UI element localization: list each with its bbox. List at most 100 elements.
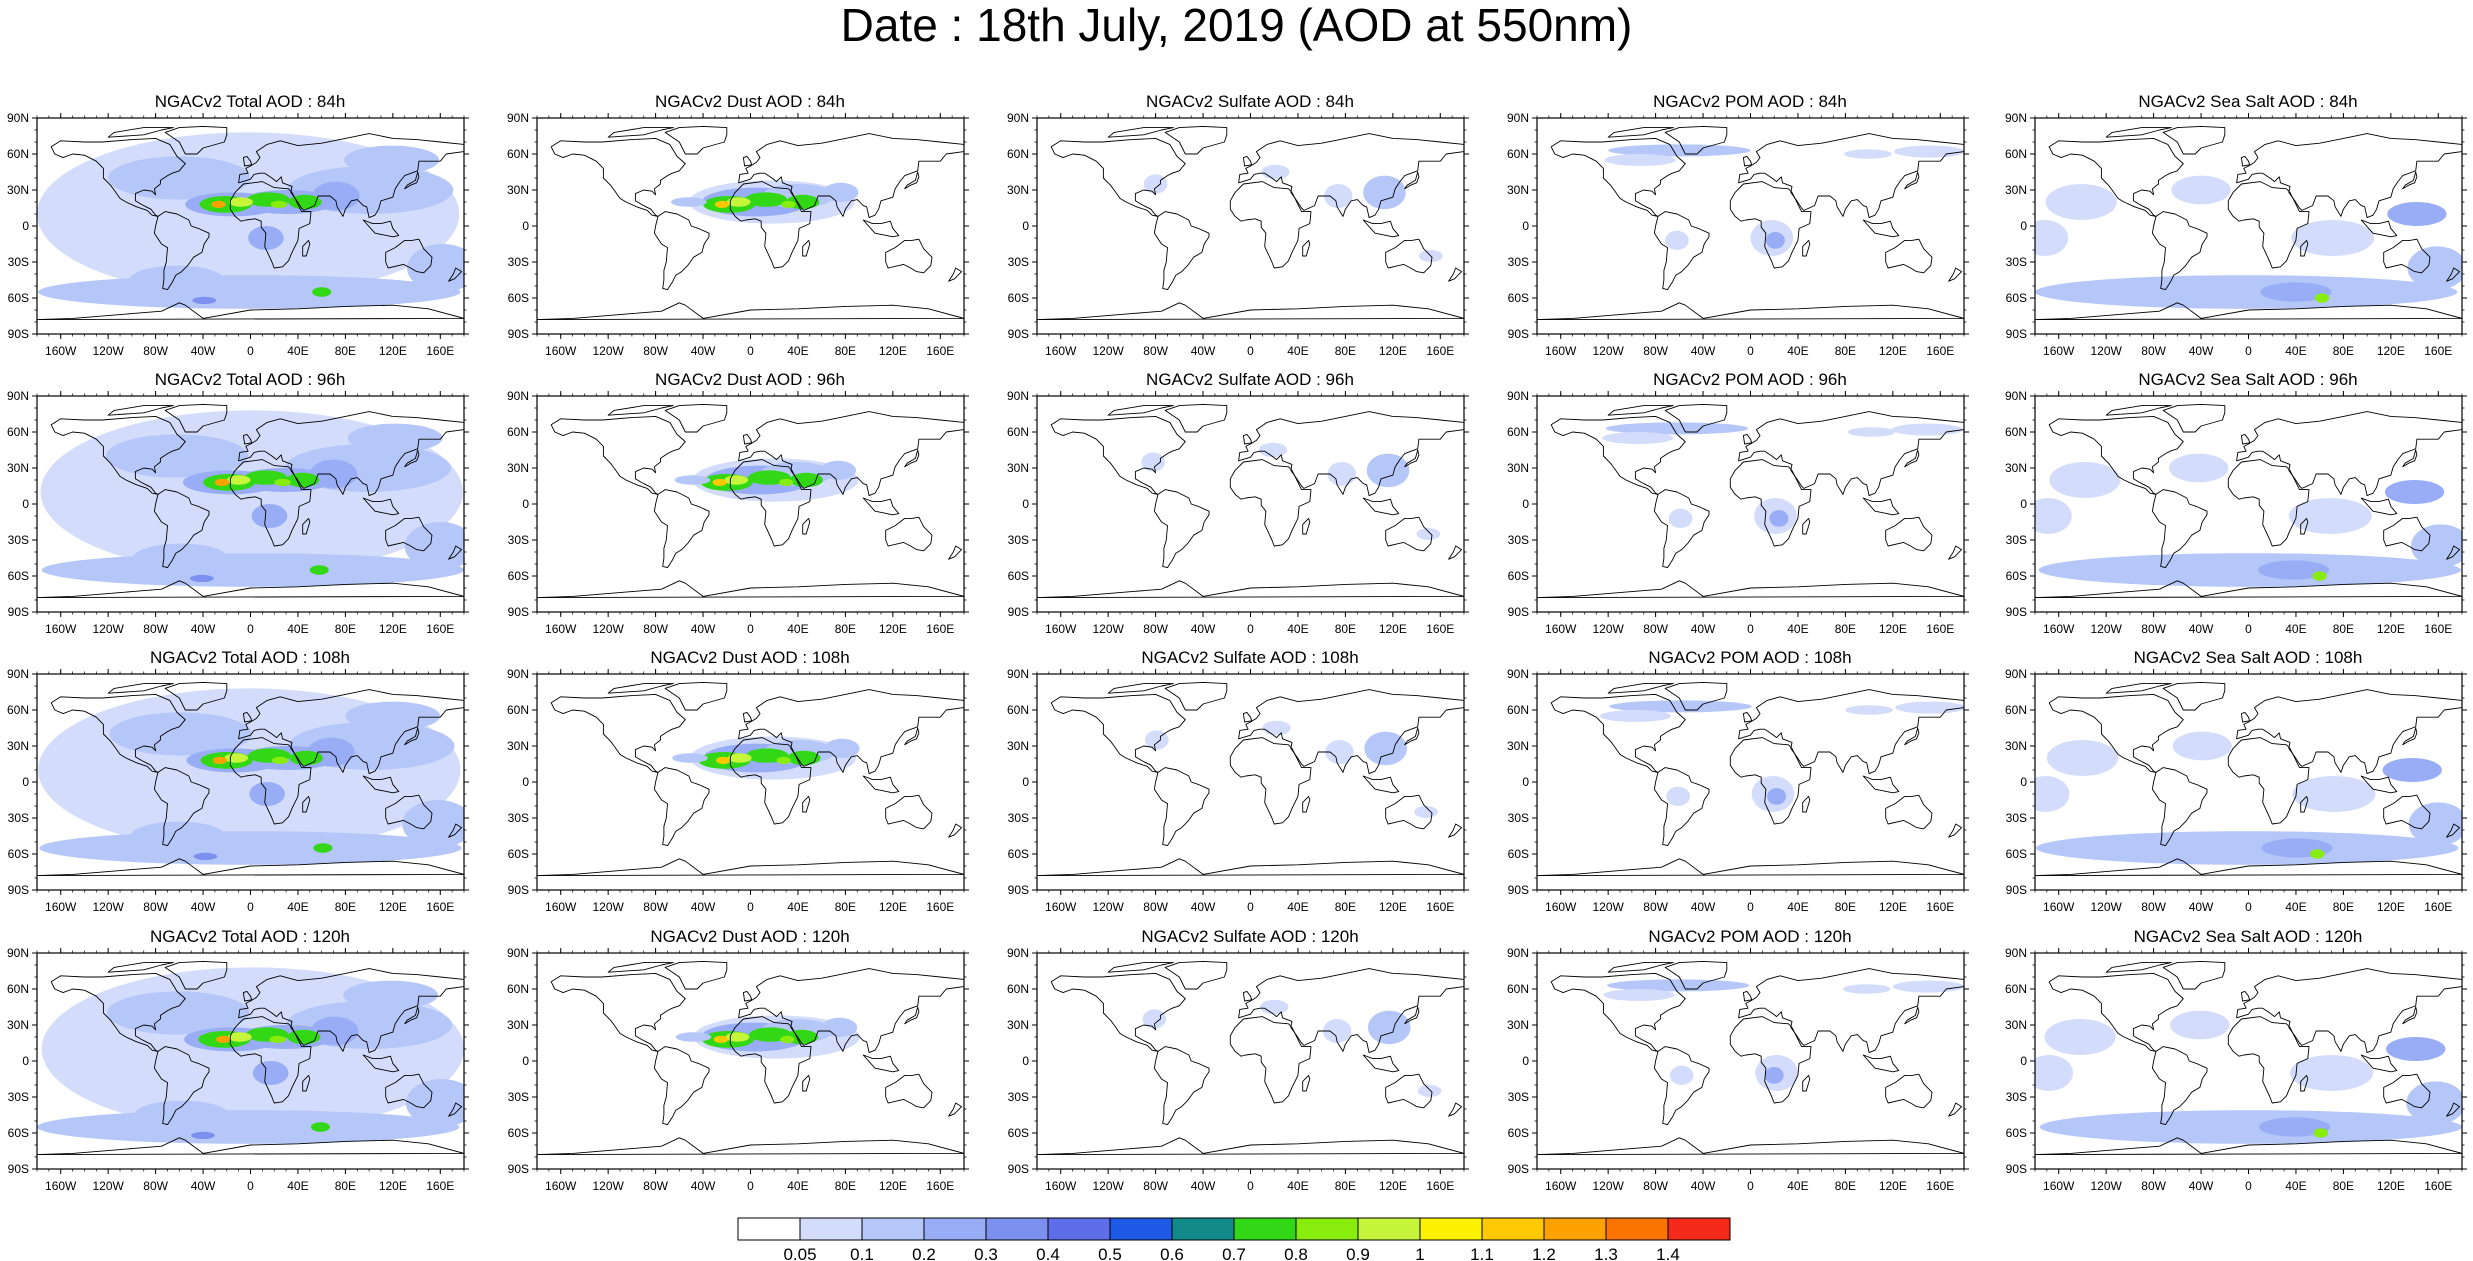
lat-tick-label: 90S (1508, 1162, 1529, 1176)
coastline (1948, 1102, 1963, 1117)
aod-region (2314, 293, 2330, 303)
coastline (385, 238, 433, 274)
lat-tick-label: 30S (1508, 811, 1529, 825)
coastline (2383, 516, 2431, 552)
lat-tick-label: 0 (2020, 775, 2027, 789)
coastline (37, 580, 464, 599)
aod-region (227, 1032, 252, 1042)
lat-tick-label: 90N (1007, 389, 1029, 403)
lon-tick-label: 80E (835, 900, 856, 914)
lat-tick-label: 30N (2005, 461, 2027, 475)
coastline (664, 681, 728, 711)
coastline (229, 459, 312, 547)
world-map: 90N 60N 30N 0 30S 60S 90S 160W 120W 80W 40W 0 40E 80E… (507, 389, 969, 636)
coastline (242, 155, 253, 167)
coastline (153, 211, 210, 291)
lon-tick-label: 0 (247, 344, 254, 358)
coastline (2402, 1006, 2418, 1025)
coastline (653, 211, 710, 291)
aod-region (212, 756, 227, 764)
aod-region (727, 753, 752, 763)
lon-tick-label: 160W (545, 900, 577, 914)
coastline (948, 545, 963, 560)
aod-region (310, 1122, 330, 1132)
coastline (302, 1074, 311, 1092)
lat-tick-label: 30S (1508, 1090, 1529, 1104)
aod-region (2150, 844, 2210, 859)
lon-tick-label: 40E (2285, 900, 2306, 914)
lon-tick-label: 160E (2424, 344, 2452, 358)
coastline (1607, 683, 1674, 694)
coastline (1229, 1016, 1312, 1104)
lon-tick-label: 0 (747, 622, 754, 636)
aod-region (1602, 432, 1674, 444)
coastline (653, 1046, 710, 1126)
coastline (1862, 497, 1900, 516)
lon-tick-label: 120E (2377, 622, 2405, 636)
coastline (404, 449, 420, 468)
lat-tick-label: 30S (1008, 811, 1029, 825)
lat-tick-label: 30N (507, 183, 529, 197)
aod-region (1603, 989, 1675, 1001)
coastline (2048, 693, 2184, 773)
map-panel: NGACv2 POM AOD : 84h 90N 60N 30N 0 30S 60S 90S 1… (1500, 92, 2000, 362)
aod-region (776, 756, 791, 764)
coastline (862, 219, 900, 238)
lon-tick-label: 0 (747, 1179, 754, 1193)
lat-tick-label: 30S (508, 811, 529, 825)
lat-tick-label: 0 (522, 219, 529, 233)
aod-region (1416, 528, 1441, 540)
lat-tick-label: 60S (1508, 569, 1529, 583)
aod-region (1258, 442, 1288, 458)
aod-region (1609, 700, 1752, 713)
lat-tick-label: 90N (1007, 111, 1029, 125)
lon-tick-label: 160W (1045, 900, 1077, 914)
lon-tick-label: 80W (143, 1179, 168, 1193)
lon-tick-label: 40W (2189, 622, 2214, 636)
aod-region (1669, 1065, 1694, 1085)
lon-tick-label: 0 (1747, 622, 1754, 636)
coastline (242, 433, 253, 445)
lat-tick-label: 60N (2005, 703, 2027, 717)
lat-tick-label: 30S (2006, 1090, 2027, 1104)
coastline (2105, 405, 2172, 416)
coastline (242, 711, 253, 723)
map-panel: NGACv2 Dust AOD : 84h 90N 60N 30N 0 30S 60S 90S… (500, 92, 1000, 362)
lat-tick-label: 30S (8, 811, 29, 825)
coastline (1238, 411, 1464, 497)
coastline (37, 302, 464, 321)
lon-tick-label: 160E (1926, 344, 1954, 358)
aod-region (2044, 1019, 2116, 1055)
coastline (1607, 405, 1674, 416)
lon-tick-label: 160W (545, 622, 577, 636)
world-map: 90N 60N 30N 0 30S 60S 90S 160W 120W 80W 40W 0 40E 80E… (2005, 111, 2467, 358)
lon-tick-label: 40W (1691, 622, 1716, 636)
world-map: 90N 60N 30N 0 30S 60S 90S 160W 120W 80W 40W 0 40E 80E… (2005, 946, 2467, 1193)
panel-title: NGACv2 POM AOD : 120h (1648, 927, 1852, 946)
aod-region (41, 553, 464, 587)
coastline (1404, 449, 1420, 468)
lon-tick-label: 40W (2189, 1179, 2214, 1193)
coastline (1385, 238, 1433, 274)
coastline (653, 767, 710, 847)
lat-tick-label: 60N (1007, 425, 1029, 439)
lat-tick-label: 60N (507, 147, 529, 161)
aod-region (1366, 453, 1410, 488)
aod-region (252, 1061, 289, 1085)
aod-region (2384, 480, 2445, 504)
coastline (1242, 433, 1253, 445)
coastline (1164, 125, 1228, 155)
map-panel: NGACv2 POM AOD : 108h 90N 60N 30N 0 30S 60S 90S… (1500, 648, 2000, 918)
coastline (1404, 1006, 1420, 1025)
lon-tick-label: 120W (1092, 900, 1124, 914)
lon-tick-label: 80W (1143, 900, 1168, 914)
lon-tick-label: 80E (2333, 622, 2354, 636)
lat-tick-label: 60N (2005, 147, 2027, 161)
coastline (404, 727, 420, 746)
aod-region (2036, 831, 2459, 865)
panel-title: NGACv2 Sulfate AOD : 120h (1141, 927, 1359, 946)
coastline (153, 489, 210, 569)
coastline (164, 681, 228, 711)
aod-region (2382, 758, 2442, 782)
lat-tick-label: 30S (1508, 533, 1529, 547)
